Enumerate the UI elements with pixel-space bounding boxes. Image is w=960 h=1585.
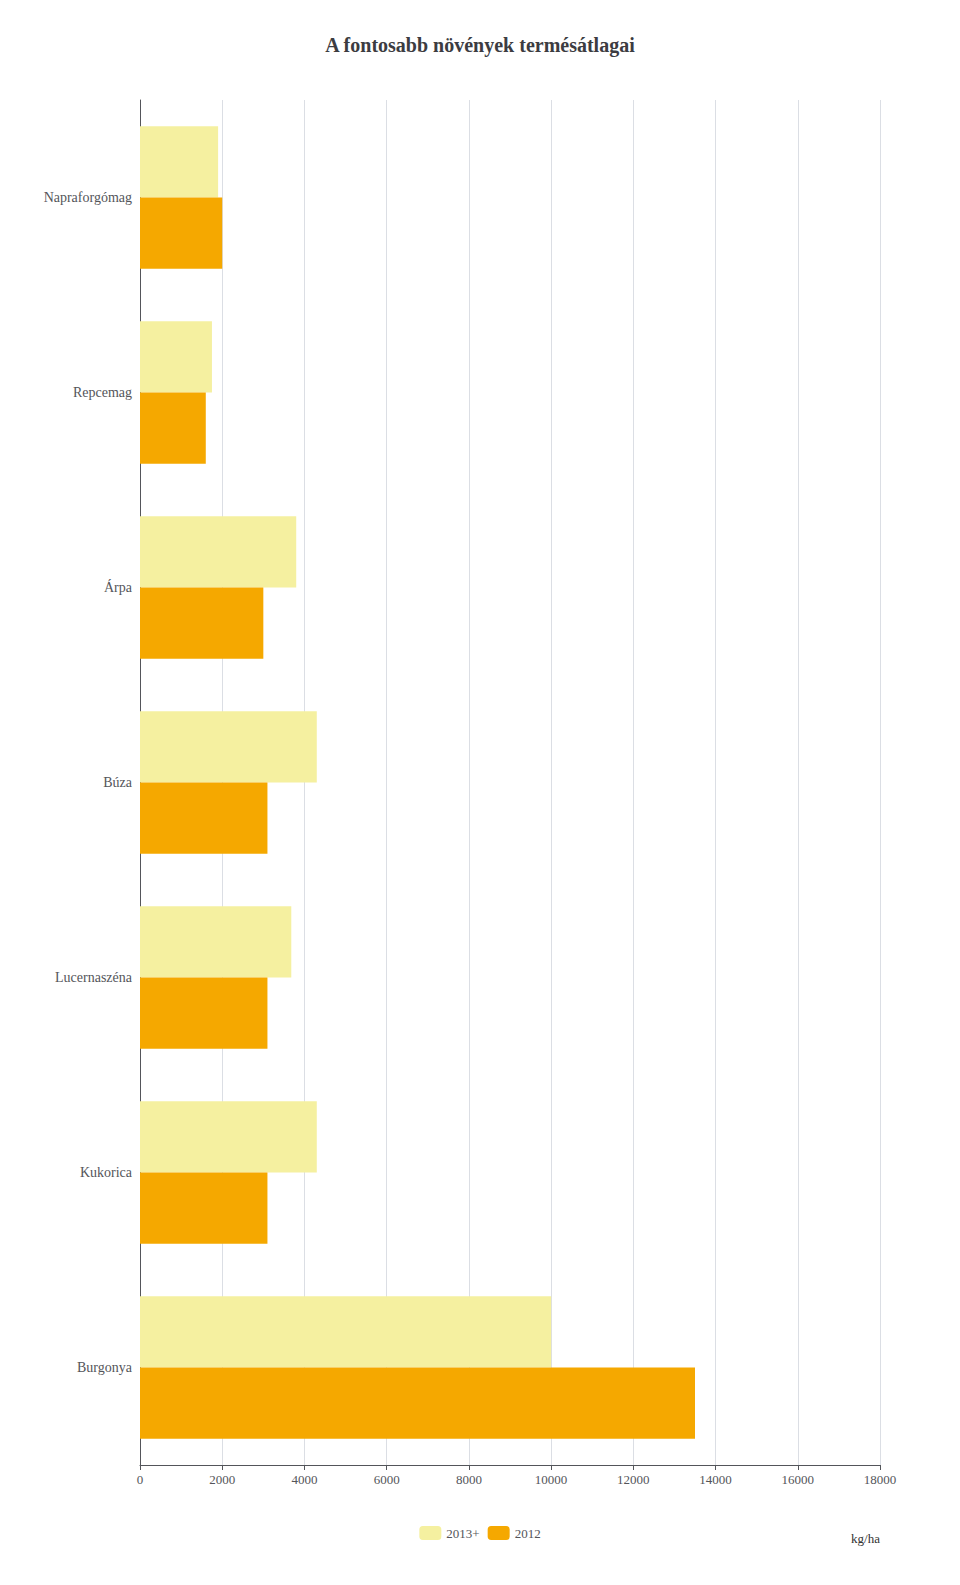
svg-text:Napraforgómag: Napraforgómag: [44, 190, 132, 205]
svg-text:14000: 14000: [699, 1472, 732, 1487]
svg-text:12000: 12000: [617, 1472, 650, 1487]
svg-text:2000: 2000: [209, 1472, 235, 1487]
svg-text:Lucernaszéna: Lucernaszéna: [55, 970, 133, 985]
svg-text:2013+: 2013+: [446, 1526, 479, 1541]
svg-text:2012: 2012: [515, 1526, 541, 1541]
svg-text:Burgonya: Burgonya: [77, 1360, 133, 1375]
svg-text:8000: 8000: [456, 1472, 482, 1487]
svg-text:6000: 6000: [374, 1472, 400, 1487]
svg-text:Árpa: Árpa: [104, 579, 133, 595]
svg-text:kg/ha: kg/ha: [851, 1531, 880, 1546]
svg-text:18000: 18000: [864, 1472, 897, 1487]
svg-text:Kukorica: Kukorica: [80, 1165, 133, 1180]
svg-text:A fontosabb növények termésátl: A fontosabb növények termésátlagai: [325, 34, 635, 57]
svg-text:0: 0: [137, 1472, 144, 1487]
svg-text:Repcemag: Repcemag: [73, 385, 132, 400]
svg-text:10000: 10000: [535, 1472, 568, 1487]
svg-text:16000: 16000: [782, 1472, 815, 1487]
svg-text:4000: 4000: [291, 1472, 317, 1487]
svg-text:Búza: Búza: [103, 775, 133, 790]
